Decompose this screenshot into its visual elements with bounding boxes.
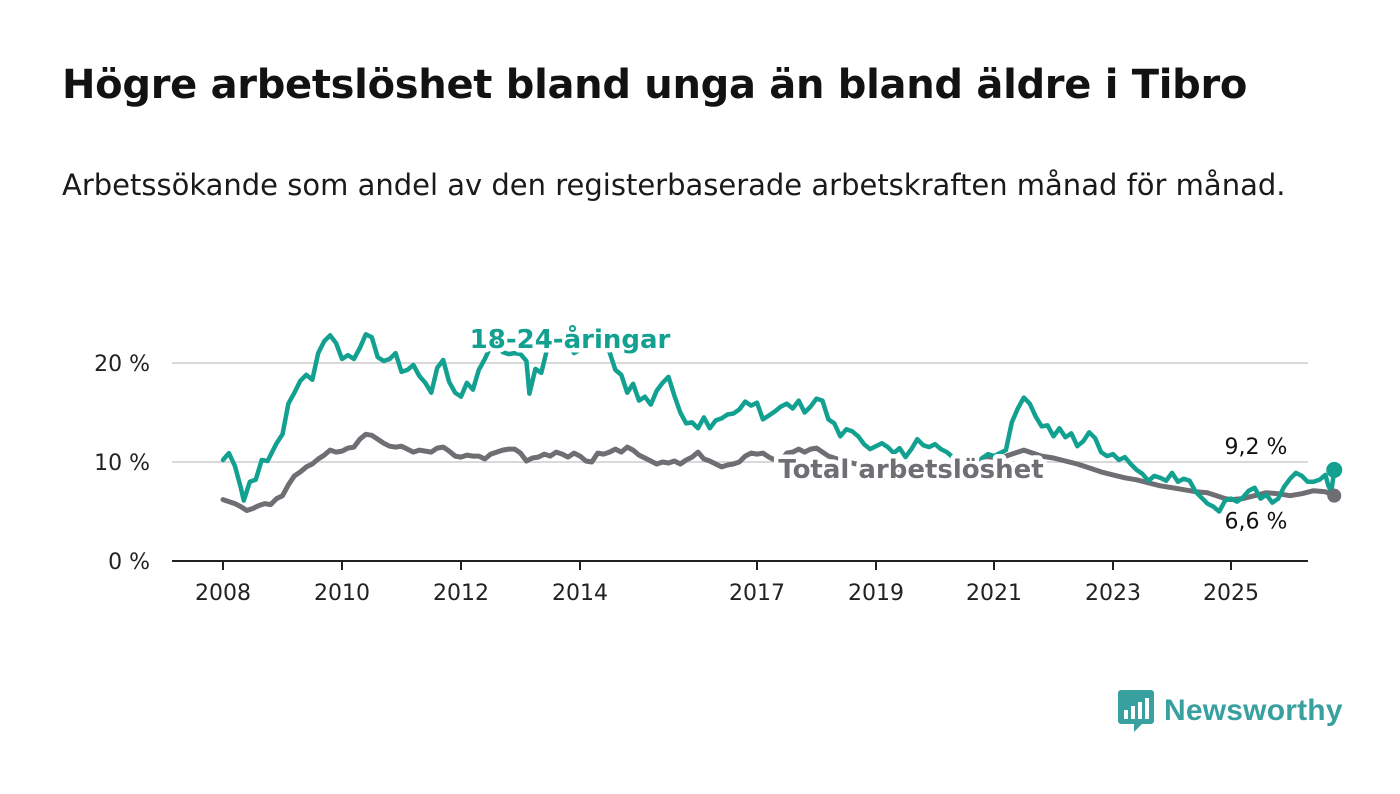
x-tick-label: 2025: [1203, 581, 1259, 606]
newsworthy-bar-chart-icon: [1118, 690, 1154, 732]
series-label-halo-youth: 18-24-åringar: [470, 323, 671, 355]
series-end-point-total: [1327, 488, 1342, 503]
series-label-youth: 18-24-åringar: [470, 323, 671, 355]
series-line-youth: [220, 332, 1337, 514]
x-tick-label: 2023: [1085, 581, 1141, 606]
x-tick-label: 2012: [433, 581, 489, 606]
x-tick-label: 2008: [195, 581, 251, 606]
newsworthy-logo-text: Newsworthy: [1164, 694, 1343, 727]
series-label-total: Total arbetslöshet: [778, 455, 1043, 485]
x-tick-label: 2021: [966, 581, 1022, 606]
x-tick-label: 2014: [552, 581, 608, 606]
chart-title: Högre arbetslöshet bland unga än bland ä…: [62, 62, 1248, 108]
y-tick-label: 10 %: [94, 451, 150, 476]
y-tick-label: 20 %: [94, 352, 150, 377]
series-label-halo-total: Total arbetslöshet: [778, 455, 1043, 485]
series-end-label-total: 6,6 %: [1225, 510, 1288, 535]
y-tick-label: 0 %: [108, 550, 150, 575]
series-end-label-youth: 9,2 %: [1225, 435, 1288, 460]
newsworthy-logo: Newsworthy: [1118, 690, 1343, 732]
series-line-total: [220, 431, 1337, 513]
x-tick-label: 2017: [729, 581, 785, 606]
x-tick-label: 2010: [314, 581, 370, 606]
series-end-point-youth: [1326, 461, 1343, 478]
chart-subtitle: Arbetssökande som andel av den registerb…: [62, 168, 1286, 202]
x-tick-label: 2019: [848, 581, 904, 606]
